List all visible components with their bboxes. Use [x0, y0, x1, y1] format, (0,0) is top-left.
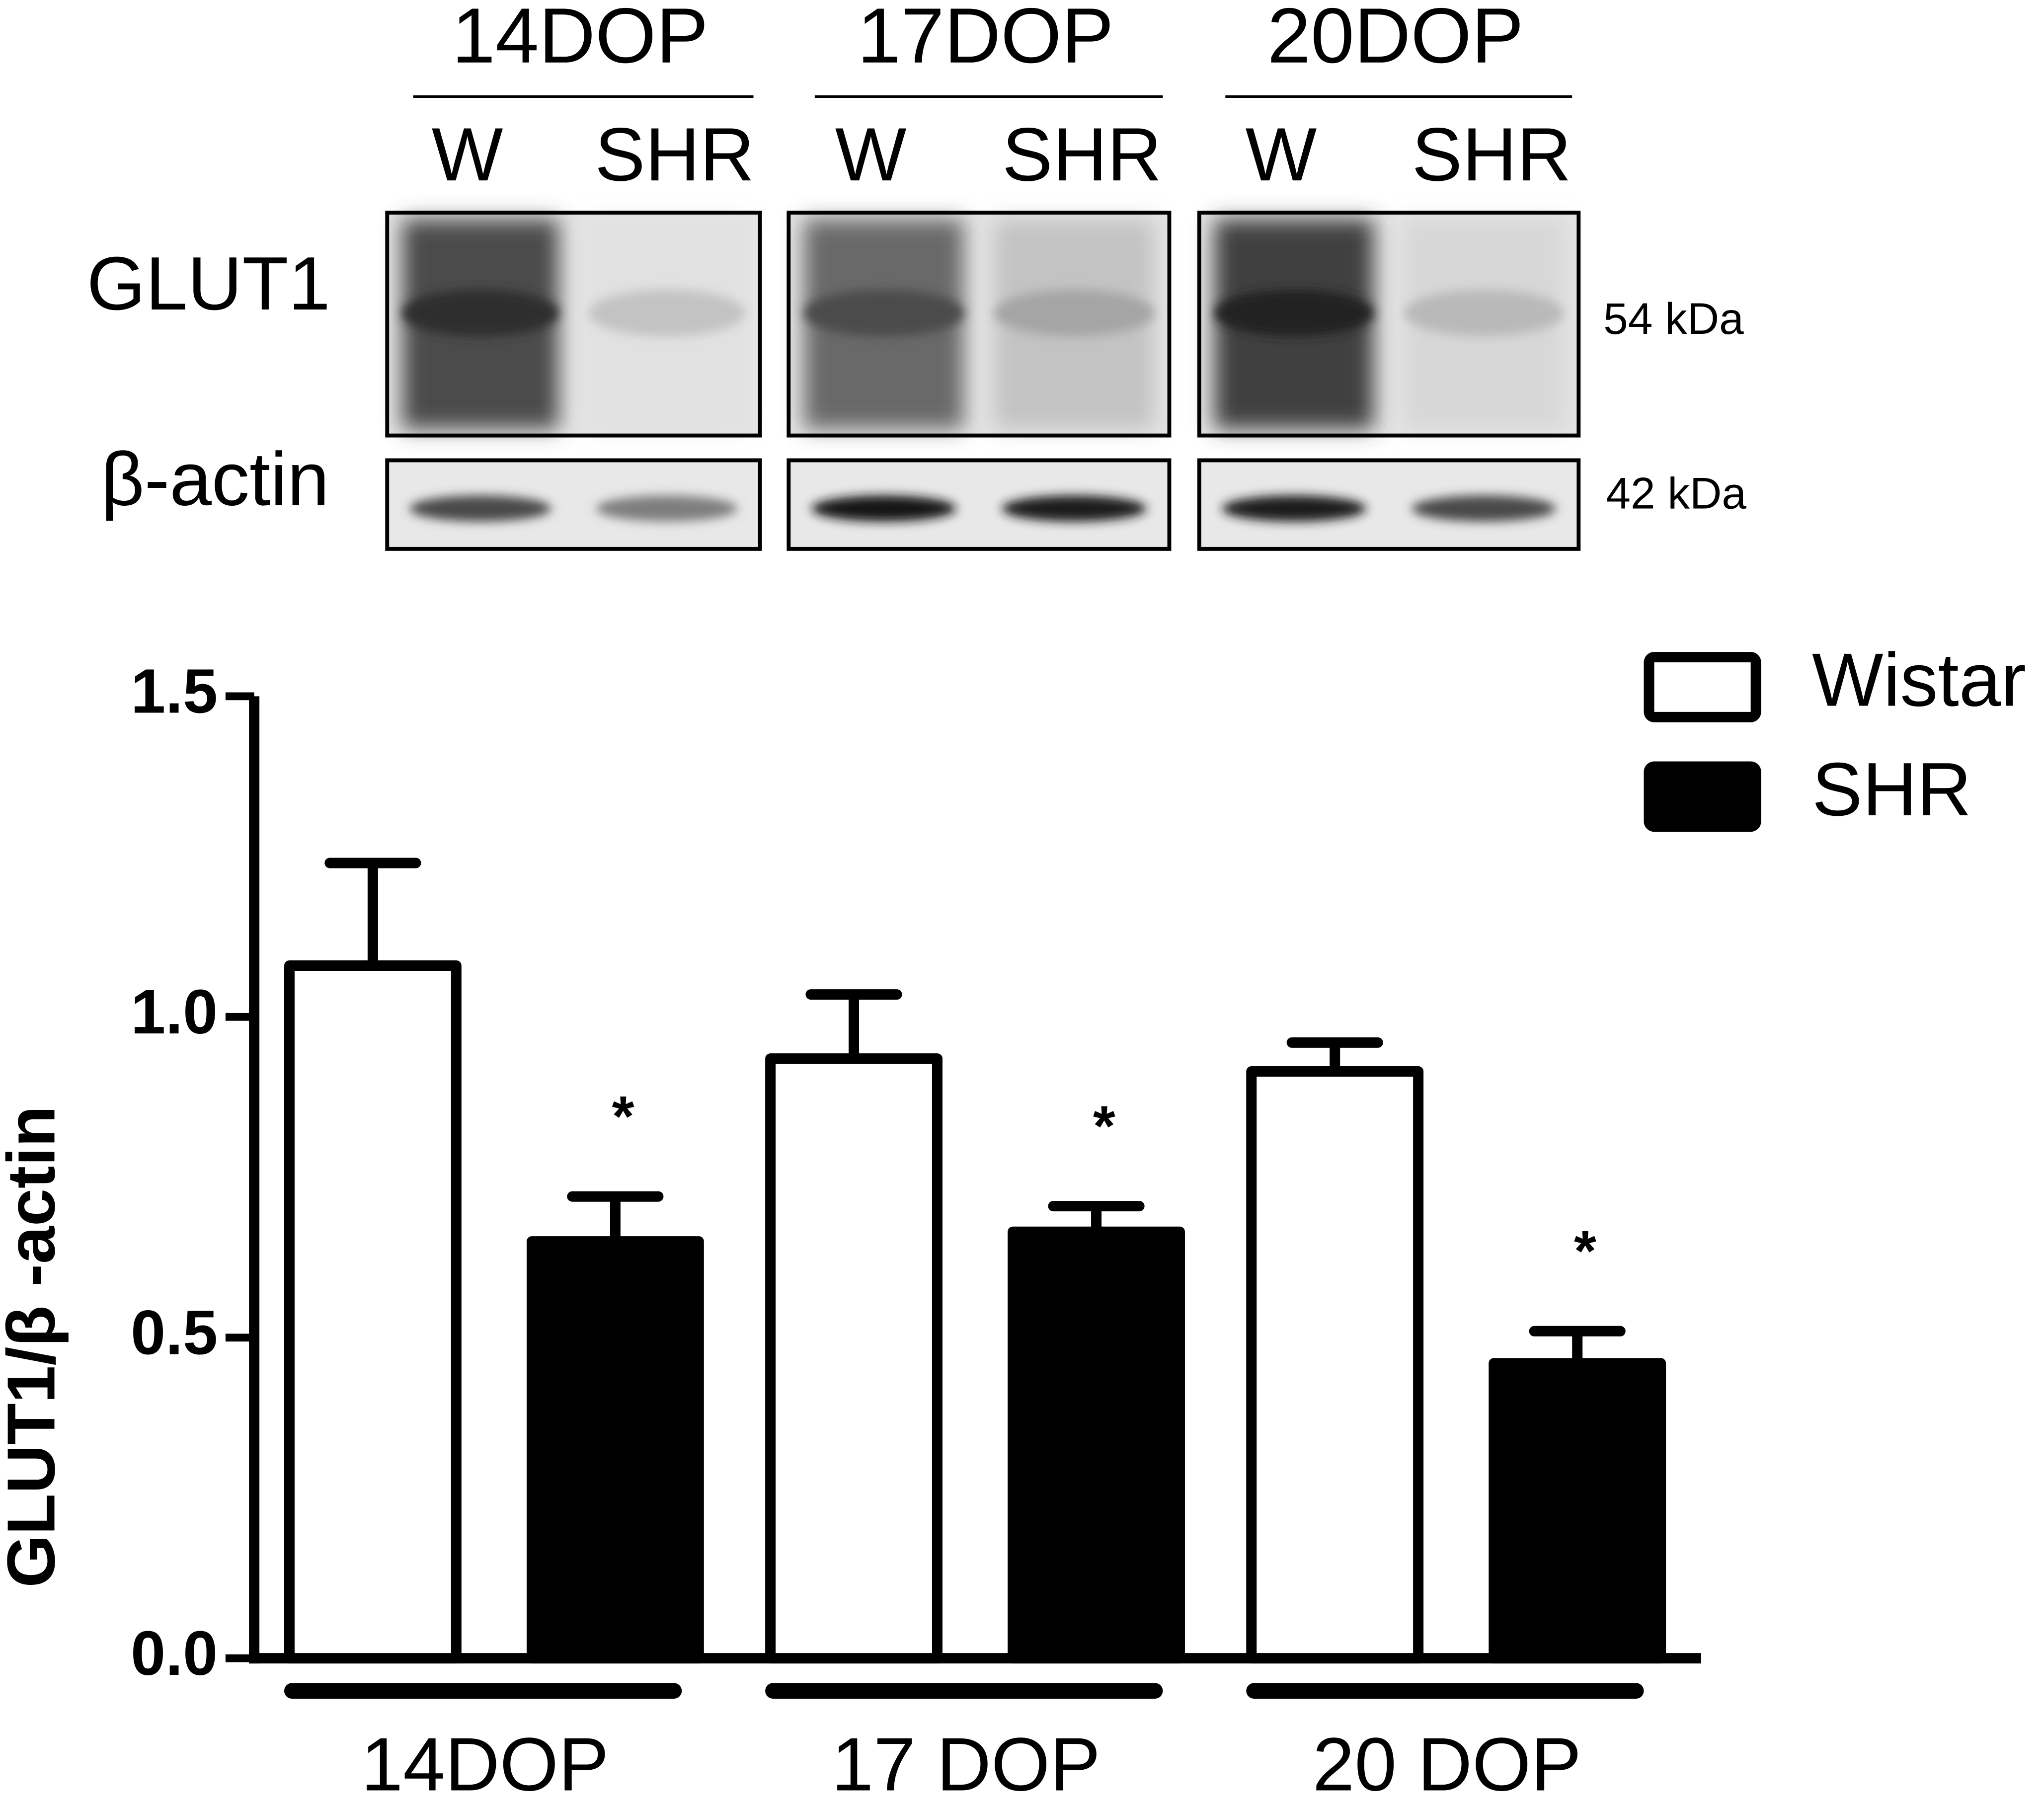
bar: [765, 1053, 943, 1664]
lane-label: W: [432, 112, 503, 197]
legend-swatch: [1644, 652, 1761, 722]
band: [409, 495, 551, 522]
bar: [1008, 1226, 1185, 1664]
blot-frame: [786, 210, 1172, 438]
x-tick-label: 20 DOP: [1313, 1722, 1581, 1807]
blot-frame: [385, 458, 762, 551]
blot-frame: [385, 210, 762, 438]
band: [811, 495, 956, 522]
lane-label: SHR: [1412, 112, 1572, 197]
y-tick-label: 1.5: [131, 656, 218, 726]
blot-frame: [786, 458, 1172, 551]
legend-swatch: [1644, 761, 1761, 832]
bar: [284, 960, 462, 1664]
legend-label: SHR: [1812, 747, 1971, 832]
band: [402, 289, 559, 337]
significance-marker: *: [612, 1085, 634, 1149]
bar: [526, 1236, 704, 1664]
lane-label: W: [835, 112, 907, 197]
group-label: 20DOP: [1267, 0, 1524, 79]
blot-panel-actin: [385, 458, 762, 551]
band: [1222, 495, 1366, 522]
blot-frame: [1197, 210, 1581, 438]
band: [994, 289, 1154, 337]
blot-panel-glut1: [1197, 210, 1581, 438]
blot-panel-actin: [786, 458, 1172, 551]
significance-marker: *: [1093, 1094, 1115, 1158]
significance-marker: *: [1574, 1219, 1596, 1283]
band: [596, 495, 738, 522]
blot-frame: [1197, 458, 1581, 551]
group-label: 17DOP: [857, 0, 1113, 79]
group-label: 14DOP: [452, 0, 708, 79]
lane-label: W: [1246, 112, 1317, 197]
y-tick-label: 0.5: [131, 1297, 218, 1367]
band: [1412, 495, 1556, 522]
bar: [1489, 1358, 1666, 1664]
band: [1002, 495, 1147, 522]
lane-label: SHR: [595, 112, 754, 197]
band: [1214, 289, 1374, 337]
size-label: 42 kDa: [1606, 468, 1746, 518]
y-tick-label: 1.0: [131, 977, 218, 1047]
y-tick-label: 0.0: [131, 1618, 218, 1688]
blot-panel-glut1: [786, 210, 1172, 438]
band: [803, 289, 964, 337]
y-axis-title: GLUT1/β -actin: [0, 1106, 69, 1588]
row-label: GLUT1: [87, 241, 330, 326]
blot-panel-glut1: [385, 210, 762, 438]
band: [1404, 289, 1564, 337]
bar: [1246, 1066, 1424, 1664]
lane-label: SHR: [1002, 112, 1162, 197]
size-label: 54 kDa: [1603, 294, 1744, 343]
blot-panel-actin: [1197, 458, 1581, 551]
x-tick-label: 17 DOP: [832, 1722, 1101, 1807]
band: [588, 289, 745, 337]
row-label: β-actin: [101, 437, 329, 521]
x-tick-label: 14DOP: [361, 1722, 609, 1807]
legend-label: Wistar: [1812, 638, 2026, 722]
